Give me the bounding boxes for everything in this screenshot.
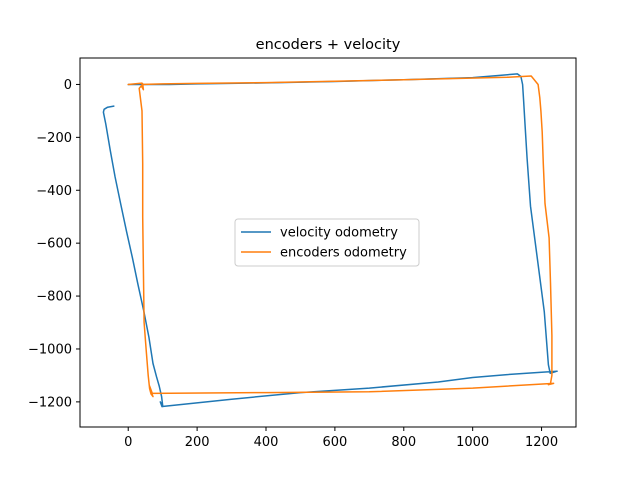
y-tick-label: −800 — [36, 290, 72, 305]
y-tick-label: −1000 — [28, 342, 72, 357]
series-line-0 — [102, 73, 558, 408]
x-tick-label: 1200 — [525, 435, 558, 450]
chart-title: encoders + velocity — [256, 37, 401, 53]
series-layer — [102, 73, 558, 408]
legend-box — [234, 218, 420, 267]
legend-label-1: encoders odometry — [280, 246, 407, 261]
y-tick-label: −1200 — [28, 395, 72, 410]
x-tick-label: 400 — [254, 435, 279, 450]
x-tick-label: 600 — [322, 435, 347, 450]
y-tick-label: 0 — [64, 78, 72, 93]
plot-frame — [79, 57, 577, 428]
x-tick-label: 1000 — [456, 435, 489, 450]
x-tick-label: 200 — [185, 435, 210, 450]
legend-label-0: velocity odometry — [280, 226, 398, 241]
y-tick-label: −400 — [36, 184, 72, 199]
x-tick-label: 0 — [124, 435, 132, 450]
x-tick-label: 800 — [391, 435, 416, 450]
x-axis: 0 200 400 600 800 1000 1200 — [124, 427, 558, 450]
y-tick-label: −600 — [36, 237, 72, 252]
y-tick-label: −200 — [36, 131, 72, 146]
legend: velocity odometry encoders odometry — [234, 218, 420, 267]
series-line-1 — [127, 75, 555, 398]
y-axis: 0 −200 −400 −600 −800 −1000 −1200 — [28, 78, 80, 410]
